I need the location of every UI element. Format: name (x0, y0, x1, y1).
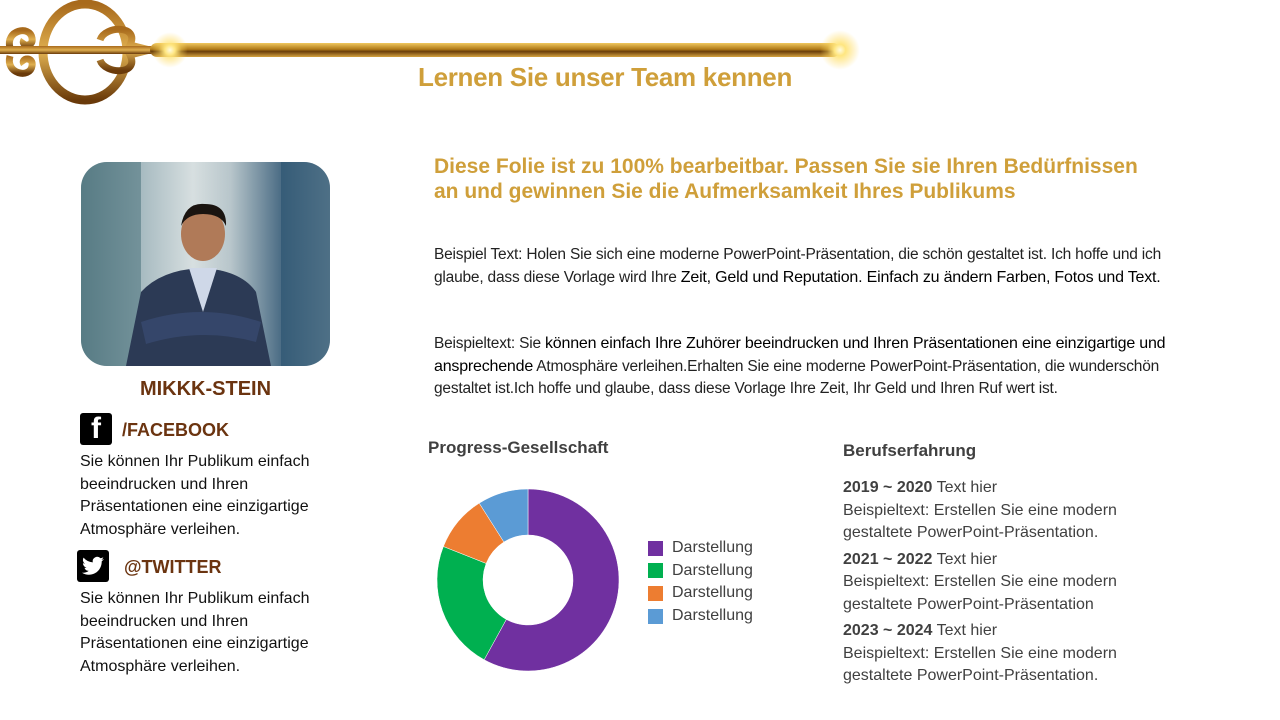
legend-label: Darstellung (672, 539, 753, 556)
legend-label: Darstellung (672, 606, 753, 624)
experience-entry: 2021 ~ 2022 Text hier Beispieltext: Erste… (843, 549, 1163, 617)
legend-swatch (648, 608, 663, 624)
entry-label: Text hier (932, 622, 998, 639)
facebook-icon[interactable]: f (80, 412, 112, 445)
paragraph-2-emphasis: können einfach Ihre Zuhörer beeindrucken… (434, 335, 1166, 375)
legend-item: Darstellung (648, 560, 753, 583)
legend-swatch (648, 563, 663, 579)
twitter-handle[interactable]: @TWITTER (124, 557, 222, 577)
twitter-icon[interactable] (77, 550, 109, 582)
ornament-rod (150, 43, 840, 57)
twitter-description: Sie können Ihr Publikum einfach beeindru… (80, 590, 310, 675)
paragraph-2-text: Beispieltext: Sie (434, 335, 545, 352)
facebook-description: Sie können Ihr Publikum einfach beeindru… (80, 453, 310, 538)
entry-label: Text hier (932, 550, 998, 568)
glow-decoration (820, 30, 860, 70)
entry-text: Beispieltext: Erstellen Sie eine modern … (843, 644, 1117, 685)
paragraph-1: Beispiel Text: Holen Sie sich eine moder… (434, 244, 1184, 289)
donut-chart (436, 488, 620, 672)
donut-slice (483, 488, 620, 672)
donut-slice (436, 546, 507, 661)
experience-list: 2019 ~ 2020 Text hier Beispieltext: Erste… (843, 477, 1163, 692)
glow-decoration (152, 32, 188, 68)
legend-swatch (648, 585, 663, 601)
entry-years: 2019 ~ 2020 (843, 479, 933, 496)
chart-legend: Darstellung Darstellung Darstellung Dars… (648, 537, 753, 627)
donut-slice (478, 488, 529, 543)
legend-swatch (648, 540, 663, 556)
entry-years: 2023 ~ 2024 (843, 622, 933, 639)
experience-entry: 2019 ~ 2020 Text hier Beispieltext: Erste… (843, 477, 1163, 545)
entry-text: Beispieltext: Erstellen Sie eine modern … (843, 573, 1117, 613)
entry-years: 2021 ~ 2022 (843, 550, 933, 568)
profile-photo (81, 162, 330, 366)
experience-title: Berufserfahrung (843, 441, 977, 460)
entry-label: Text hier (932, 479, 998, 496)
page-title: Lernen Sie unser Team kennen (418, 62, 793, 92)
legend-label: Darstellung (672, 584, 753, 602)
legend-item: Darstellung (648, 537, 753, 560)
paragraph-1-text: Beispiel Text: Holen Sie sich eine moder… (434, 246, 1162, 286)
experience-entry: 2023 ~ 2024 Text hier Beispieltext: Erste… (843, 620, 1163, 688)
member-name: MIKKK-STEIN (139, 378, 272, 400)
facebook-handle[interactable]: /FACEBOOK (122, 420, 230, 440)
entry-text: Beispieltext: Erstellen Sie eine modern … (843, 501, 1117, 542)
legend-item: Darstellung (648, 605, 753, 628)
legend-label: Darstellung (672, 561, 753, 579)
chart-title: Progress-Gesellschaft (428, 438, 609, 457)
paragraph-2: Beispieltext: Sie können einfach Ihre Zu… (434, 333, 1184, 401)
paragraph-1-emphasis: Zeit, Geld und Reputation. Einfach zu än… (680, 268, 1161, 286)
headline: Diese Folie ist zu 100% bearbeitbar. Pas… (434, 155, 1138, 203)
legend-item: Darstellung (648, 582, 753, 605)
paragraph-2-text-end: Atmosphäre verleihen.Erhalten Sie eine m… (434, 357, 1160, 398)
